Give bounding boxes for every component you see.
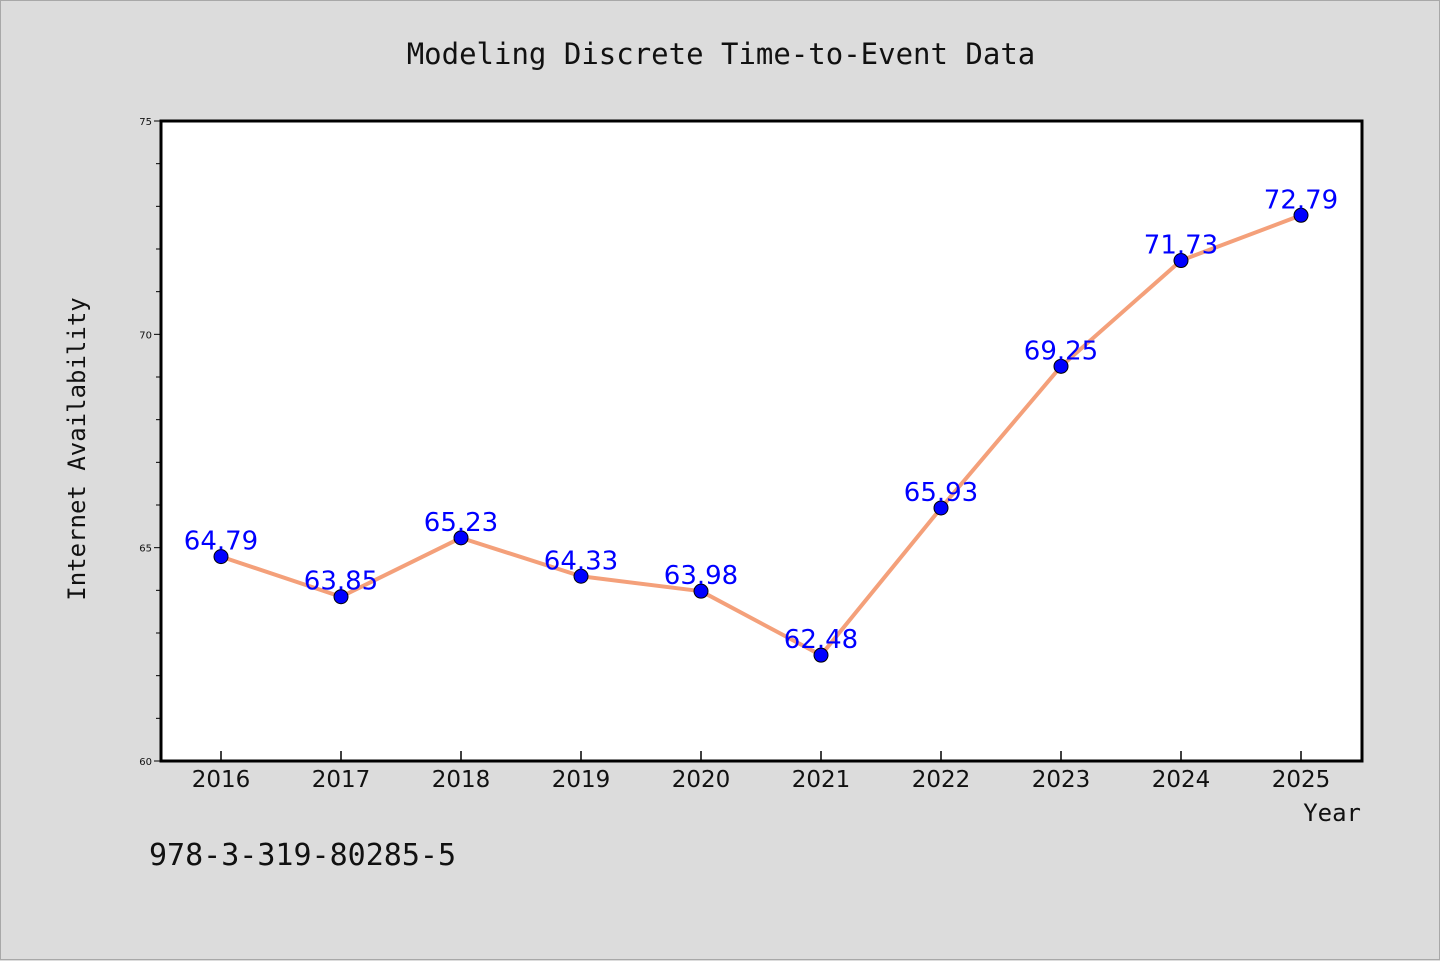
data-label: 72.79 bbox=[1264, 185, 1338, 215]
data-point bbox=[1053, 358, 1069, 374]
x-tick-label: 2024 bbox=[1152, 767, 1211, 793]
data-point bbox=[213, 549, 229, 565]
data-point bbox=[453, 530, 469, 546]
data-point bbox=[693, 583, 709, 599]
data-label: 62.48 bbox=[784, 625, 858, 655]
data-label: 63.85 bbox=[304, 567, 378, 597]
x-tick-label: 2021 bbox=[792, 767, 851, 793]
data-label: 63.98 bbox=[664, 561, 738, 591]
data-point bbox=[573, 568, 589, 584]
x-axis: 2016 2017 2018 2019 2020 2021 2022 2023 2024 2025 bbox=[192, 751, 1331, 793]
x-tick-label: 2018 bbox=[432, 767, 491, 793]
x-tick-label: 2020 bbox=[672, 767, 731, 793]
chart-title: Modeling Discrete Time-to-Event Data bbox=[407, 37, 1036, 71]
y-tick-label: 60 bbox=[139, 757, 152, 768]
data-labels: 64.79 63.85 65.23 64.33 63.98 62.48 65.93 69.25… bbox=[184, 185, 1338, 655]
x-axis-label: Year bbox=[1303, 799, 1361, 827]
x-tick-label: 2022 bbox=[912, 767, 971, 793]
x-tick-label: 2017 bbox=[312, 767, 371, 793]
y-axis-label: Internet Availability bbox=[63, 297, 91, 600]
data-point bbox=[333, 589, 349, 605]
data-label: 65.23 bbox=[424, 508, 498, 538]
x-tick-label: 2019 bbox=[552, 767, 611, 793]
data-label: 71.73 bbox=[1144, 231, 1218, 261]
data-points bbox=[213, 207, 1309, 663]
y-tick-label: 65 bbox=[139, 544, 152, 555]
data-point bbox=[1173, 253, 1189, 269]
isbn-text: 978-3-319-80285-5 bbox=[149, 838, 456, 873]
y-axis: 60 65 70 75 bbox=[139, 117, 161, 768]
data-label: 69.25 bbox=[1024, 336, 1098, 366]
data-point bbox=[933, 500, 949, 516]
data-point bbox=[1293, 207, 1309, 223]
x-tick-label: 2025 bbox=[1272, 767, 1331, 793]
x-tick-label: 2023 bbox=[1032, 767, 1091, 793]
data-point bbox=[813, 647, 829, 663]
plot-area bbox=[159, 119, 1364, 763]
data-label: 65.93 bbox=[904, 478, 978, 508]
data-label: 64.33 bbox=[544, 546, 618, 576]
series-line bbox=[220, 213, 1302, 658]
data-label: 64.79 bbox=[184, 527, 258, 557]
x-tick-label: 2016 bbox=[192, 767, 251, 793]
y-tick-label: 70 bbox=[139, 330, 152, 341]
y-tick-label: 75 bbox=[139, 117, 152, 128]
